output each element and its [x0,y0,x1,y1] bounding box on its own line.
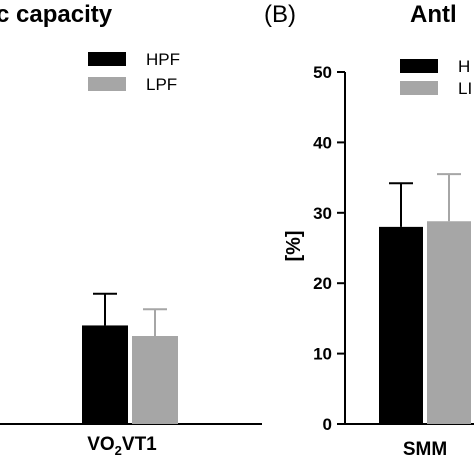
y-tick-label-0: 0 [323,415,332,434]
left-panel: c capacity HPF LPF gVO2VT1 [0,1,262,458]
y-tick-label-40: 40 [313,133,332,152]
y-tick-label-30: 30 [313,204,332,223]
right-legend: H LI [400,57,472,98]
bar-hpf-vo2vt1 [82,325,128,424]
bar-li-smm [427,221,471,424]
legend-swatch-lpf [88,77,126,91]
left-bars [82,292,178,424]
bar-h-smm [379,226,423,424]
legend-swatch-h [400,59,438,73]
category-label-vo2vt1: VO2VT1 [87,434,157,458]
right-chart-title: Antl [410,1,457,28]
right-y-axis-label: [%] [283,230,305,261]
y-tick-label-50: 50 [313,63,332,82]
left-legend: HPF LPF [88,50,180,94]
category-label-smm: SMM [403,439,447,460]
legend-swatch-hpf [88,52,126,66]
legend-label-lpf: LPF [146,75,177,94]
right-bars [379,173,471,424]
y-tick-label-10: 10 [313,345,332,364]
legend-label-li: LI [458,79,472,98]
legend-swatch-li [400,81,438,95]
left-chart-title: c capacity [0,1,113,28]
legend-label-hpf: HPF [146,50,180,69]
right-category-labels: SMM [403,439,447,460]
right-y-ticks: 0 10 20 30 40 50 [313,63,345,434]
y-tick-label-20: 20 [313,274,332,293]
left-category-labels: gVO2VT1 [87,434,157,458]
right-panel-letter: (B) [264,1,296,28]
bar-lpf-vo2vt1 [132,336,178,424]
right-panel: (B) Antl [%] 0 10 20 30 40 50 H LI SMM [264,1,474,460]
legend-label-h: H [458,57,470,76]
